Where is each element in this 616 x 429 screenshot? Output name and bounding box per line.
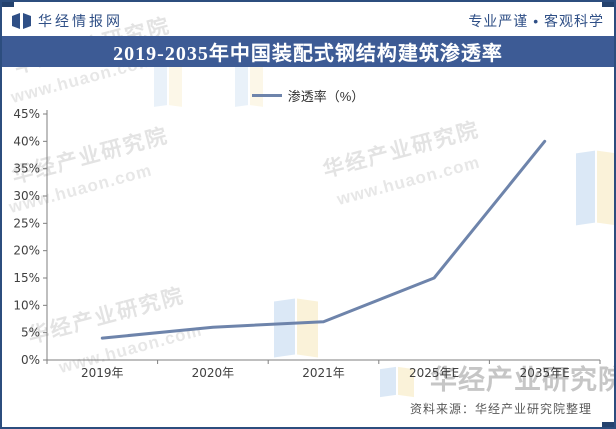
source-note: 资料来源：华经产业研究院整理 xyxy=(409,402,592,416)
y-tick-label: 30% xyxy=(13,189,40,203)
x-tick-label: 2035年E xyxy=(520,366,570,380)
y-tick-label: 5% xyxy=(21,326,40,340)
y-tick-label: 40% xyxy=(13,134,40,148)
series-line xyxy=(100,139,547,340)
header-slogan: 专业严谨 • 客观科学 xyxy=(468,13,604,29)
title-bar: 2019-2035年中国装配式钢结构建筑渗透率 xyxy=(2,36,614,67)
legend: 渗透率（%） xyxy=(2,86,614,105)
border-corner-bottom-right xyxy=(602,422,614,427)
header: 华经情报网 专业严谨 • 客观科学 xyxy=(12,6,604,36)
x-tick-label: 2020年 xyxy=(192,366,235,380)
x-tick-label: 2025年E xyxy=(409,366,459,380)
huajing-logo-icon xyxy=(12,13,31,29)
border-corner-top-left xyxy=(2,2,14,7)
y-tick-label: 25% xyxy=(13,216,40,230)
legend-label: 渗透率（%） xyxy=(287,89,365,104)
x-tick-label: 2021年 xyxy=(302,366,345,380)
border-corner-top-right xyxy=(602,2,614,7)
y-tick-label: 45% xyxy=(13,107,40,121)
x-tick-label: 2019年 xyxy=(81,366,124,380)
y-tick-label: 0% xyxy=(21,353,40,367)
y-tick-label: 35% xyxy=(13,162,40,176)
brand: 华经情报网 xyxy=(12,11,123,31)
page-title: 2019-2035年中国装配式钢结构建筑渗透率 xyxy=(113,43,503,65)
legend-line-marker xyxy=(251,94,282,97)
y-tick-label: 15% xyxy=(13,271,40,285)
brand-name: 华经情报网 xyxy=(38,13,123,29)
y-tick-label: 10% xyxy=(13,298,40,312)
y-tick-label: 20% xyxy=(13,244,40,258)
